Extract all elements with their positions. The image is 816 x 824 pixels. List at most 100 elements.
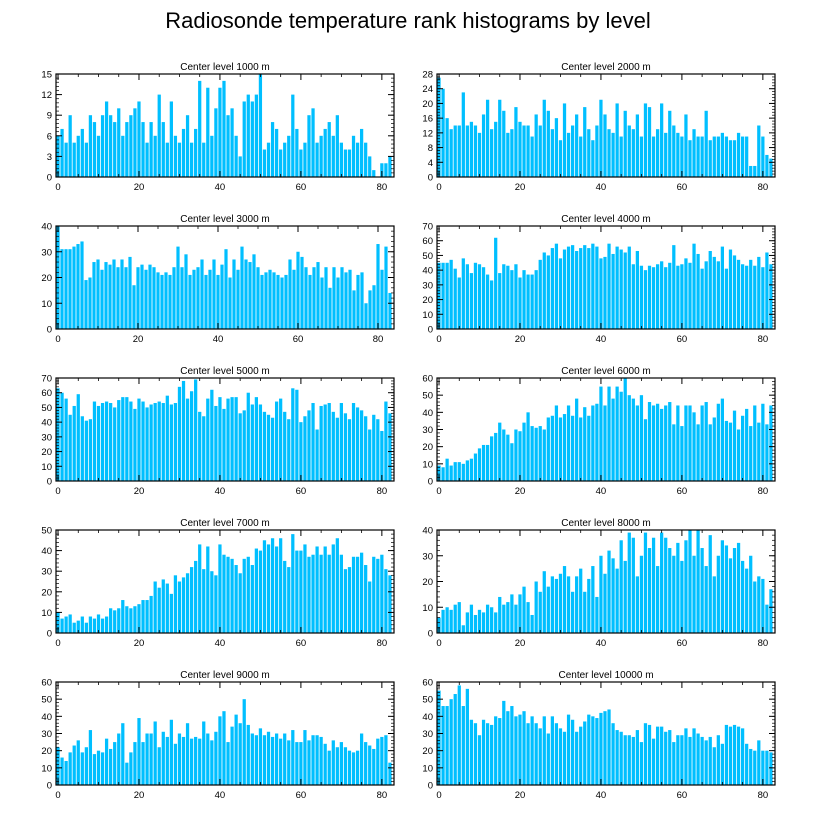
x-tick-label: 60: [677, 486, 688, 497]
y-tick-label: 0: [428, 781, 433, 792]
bar: [364, 742, 368, 785]
bar: [339, 142, 343, 177]
bar: [534, 270, 538, 329]
bar: [538, 728, 542, 785]
bar: [530, 716, 534, 785]
bar: [380, 554, 384, 633]
bar: [700, 405, 704, 481]
panel-6: Center level 6000 m 0 20 40 60 80 0 10 20 30 40 50 6…: [422, 366, 776, 497]
bar: [676, 132, 680, 177]
bar: [583, 407, 587, 481]
bar: [534, 723, 538, 785]
bar: [607, 550, 611, 633]
x-tick-label: 40: [215, 182, 226, 193]
bar: [757, 125, 761, 177]
bar: [437, 77, 441, 177]
bar: [635, 405, 639, 481]
bar: [88, 730, 93, 785]
bar: [279, 738, 283, 785]
bar: [736, 132, 741, 177]
y-tick-label: 60: [41, 388, 52, 399]
bar: [728, 558, 733, 633]
bar: [234, 397, 238, 481]
panel-title: Center level 10000 m: [558, 670, 653, 681]
bar: [518, 714, 522, 785]
bar: [441, 262, 445, 329]
bar: [712, 576, 716, 633]
bar: [311, 554, 315, 633]
bar: [327, 554, 331, 633]
bar: [550, 576, 554, 633]
y-tick-label: 40: [41, 546, 52, 557]
bar: [121, 397, 125, 481]
x-tick-label: 80: [758, 790, 769, 801]
bar: [112, 259, 116, 329]
bar: [388, 413, 392, 481]
bar: [84, 142, 88, 177]
bar: [352, 290, 356, 330]
bar: [579, 568, 583, 634]
bar: [461, 258, 465, 329]
bar: [254, 397, 258, 481]
bar: [181, 577, 186, 633]
bar: [100, 403, 105, 481]
x-tick-label: 80: [758, 486, 769, 497]
bar: [724, 545, 729, 633]
bar: [684, 405, 688, 481]
bar: [311, 403, 315, 481]
panel-10: Center level 10000 m 0 20 40 60 80 0 10 20 30 40 50…: [422, 670, 776, 801]
bar: [558, 258, 563, 329]
bar: [579, 248, 583, 329]
bar: [153, 135, 157, 177]
bar: [92, 754, 97, 785]
bar: [769, 158, 773, 177]
y-tick-label: 50: [422, 251, 433, 262]
bar: [542, 429, 546, 481]
bar: [331, 411, 335, 481]
bar: [92, 401, 97, 481]
bar: [380, 430, 384, 481]
bar: [141, 742, 145, 785]
y-tick-label: 9: [47, 111, 52, 122]
bar: [595, 718, 599, 785]
bar: [627, 532, 631, 633]
bar: [753, 265, 757, 329]
bar: [740, 415, 745, 481]
bar: [226, 556, 230, 633]
bar: [655, 566, 660, 633]
bar: [129, 115, 133, 177]
bar: [311, 735, 315, 785]
bar: [461, 706, 465, 785]
bar: [655, 403, 660, 481]
bar: [113, 122, 117, 177]
bar: [477, 264, 482, 329]
bar: [364, 142, 368, 177]
bar: [765, 154, 769, 177]
bar: [173, 743, 178, 785]
bar: [692, 555, 696, 633]
bar: [258, 728, 263, 785]
y-tick-label: 10: [41, 763, 52, 774]
bar: [696, 424, 700, 481]
bar: [316, 262, 320, 329]
bar: [550, 415, 554, 481]
bar: [603, 405, 607, 481]
bar: [728, 249, 733, 329]
bar: [164, 272, 168, 329]
bar: [562, 414, 567, 481]
bar: [60, 618, 64, 633]
x-tick-label: 80: [377, 182, 388, 193]
bar: [457, 602, 461, 633]
bar: [380, 736, 384, 785]
x-tick-label: 20: [134, 638, 145, 649]
bar: [688, 736, 692, 785]
bar: [651, 738, 656, 785]
bar: [380, 163, 384, 177]
x-tick-label: 80: [758, 182, 769, 193]
bar: [355, 142, 360, 177]
bar: [643, 723, 648, 785]
bar: [319, 405, 323, 481]
bar: [64, 249, 68, 329]
bar: [647, 402, 652, 481]
bar: [639, 742, 644, 785]
